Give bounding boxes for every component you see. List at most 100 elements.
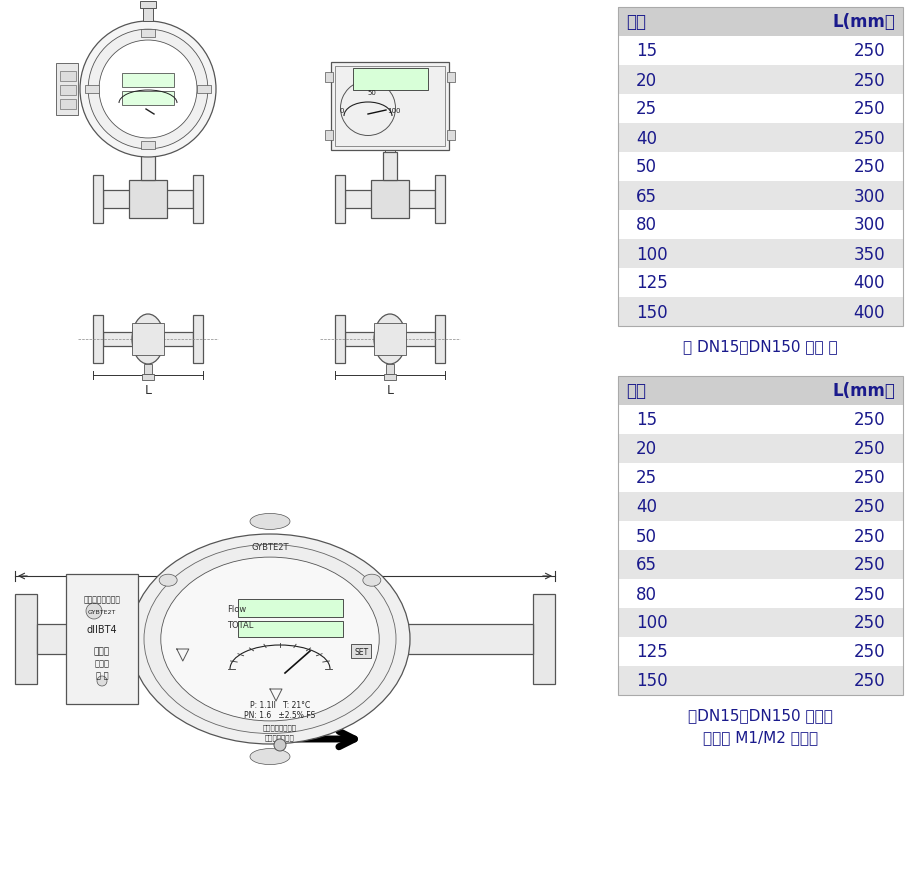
Text: dIIBT4: dIIBT4 [86,624,117,634]
Ellipse shape [250,514,290,530]
Text: 125: 125 [636,643,668,660]
Text: 40: 40 [636,129,657,148]
Text: 250: 250 [854,158,885,176]
Ellipse shape [144,545,396,733]
Bar [618,182,903,211]
Bar [618,8,903,327]
Bar [237,600,343,617]
Ellipse shape [374,315,406,365]
Text: 250: 250 [854,469,885,487]
Text: 125: 125 [636,275,668,292]
Text: 25: 25 [636,469,657,487]
Bar [618,211,903,240]
Text: 250: 250 [854,129,885,148]
Text: GYBTE2T: GYBTE2T [251,542,289,552]
Bar [103,191,193,209]
Ellipse shape [132,315,164,365]
Text: 250: 250 [854,101,885,118]
Bar [435,315,445,363]
Bar [193,176,203,223]
Bar [335,176,345,223]
Bar [618,376,903,406]
Bar [618,95,903,124]
Bar [237,621,343,637]
Bar [193,315,203,363]
Circle shape [99,41,197,139]
Bar [142,375,154,381]
Text: 65: 65 [636,556,657,574]
Bar [618,434,903,463]
Bar [382,131,398,138]
Bar [140,2,156,9]
Bar [618,667,903,695]
Bar [141,153,155,181]
Text: 400: 400 [854,275,885,292]
Bar [371,181,409,219]
Text: PN: 1.6   ±2.5% FS: PN: 1.6 ±2.5% FS [245,711,315,720]
Bar [385,136,395,153]
Bar [618,406,903,434]
Bar [93,176,103,223]
Bar [618,37,903,66]
Bar [618,493,903,521]
Bar [196,86,211,94]
Text: 50: 50 [636,527,657,545]
Text: L: L [145,383,152,396]
Bar [335,67,445,147]
Text: 80: 80 [636,216,657,235]
Text: 开 盖: 开 盖 [95,671,108,680]
Bar [66,574,138,704]
Bar [618,550,903,580]
Bar [325,131,333,141]
Text: 口径: 口径 [626,382,646,400]
Text: 断电器: 断电器 [95,659,109,667]
Text: 250: 250 [854,585,885,603]
Text: （DN15～DN150 液体）: （DN15～DN150 液体） [688,707,833,723]
Ellipse shape [250,749,290,765]
Text: L: L [280,551,290,569]
Text: L(mm）: L(mm） [832,14,895,31]
Bar [141,30,155,38]
Text: 350: 350 [854,245,885,263]
Bar [618,463,903,493]
Bar [618,521,903,550]
Text: 25: 25 [636,101,657,118]
Text: 150: 150 [636,672,667,690]
Circle shape [97,676,107,687]
Text: 250: 250 [854,440,885,458]
Ellipse shape [130,534,410,744]
Text: 250: 250 [854,672,885,690]
Bar [618,580,903,608]
Circle shape [80,22,216,158]
Bar [618,8,903,37]
Text: GYBTE2T: GYBTE2T [88,610,116,614]
Bar [143,8,153,22]
Text: 注意！: 注意！ [94,647,110,656]
Text: 100: 100 [636,245,667,263]
Text: 40: 40 [636,498,657,516]
Bar [60,86,76,96]
Text: L(mm）: L(mm） [832,382,895,400]
Bar [56,64,78,116]
Bar [353,69,427,91]
Text: 0: 0 [340,108,345,114]
Text: （可选 M1/M2 表头）: （可选 M1/M2 表头） [703,730,818,745]
Text: 银光大有限公司: 银光大有限公司 [265,733,295,740]
Bar [618,298,903,327]
Bar [618,153,903,182]
Circle shape [88,30,208,149]
Circle shape [86,603,102,620]
Text: L: L [386,383,394,396]
Text: 20: 20 [636,440,657,458]
Text: 400: 400 [854,303,885,322]
Bar [618,240,903,269]
Text: 150: 150 [636,303,667,322]
Bar [103,333,193,347]
Bar [533,594,555,684]
Text: Flow: Flow [227,605,246,614]
Text: 50: 50 [636,158,657,176]
Text: 250: 250 [854,43,885,61]
Bar [447,131,455,141]
Text: 250: 250 [854,643,885,660]
Text: 250: 250 [854,411,885,429]
